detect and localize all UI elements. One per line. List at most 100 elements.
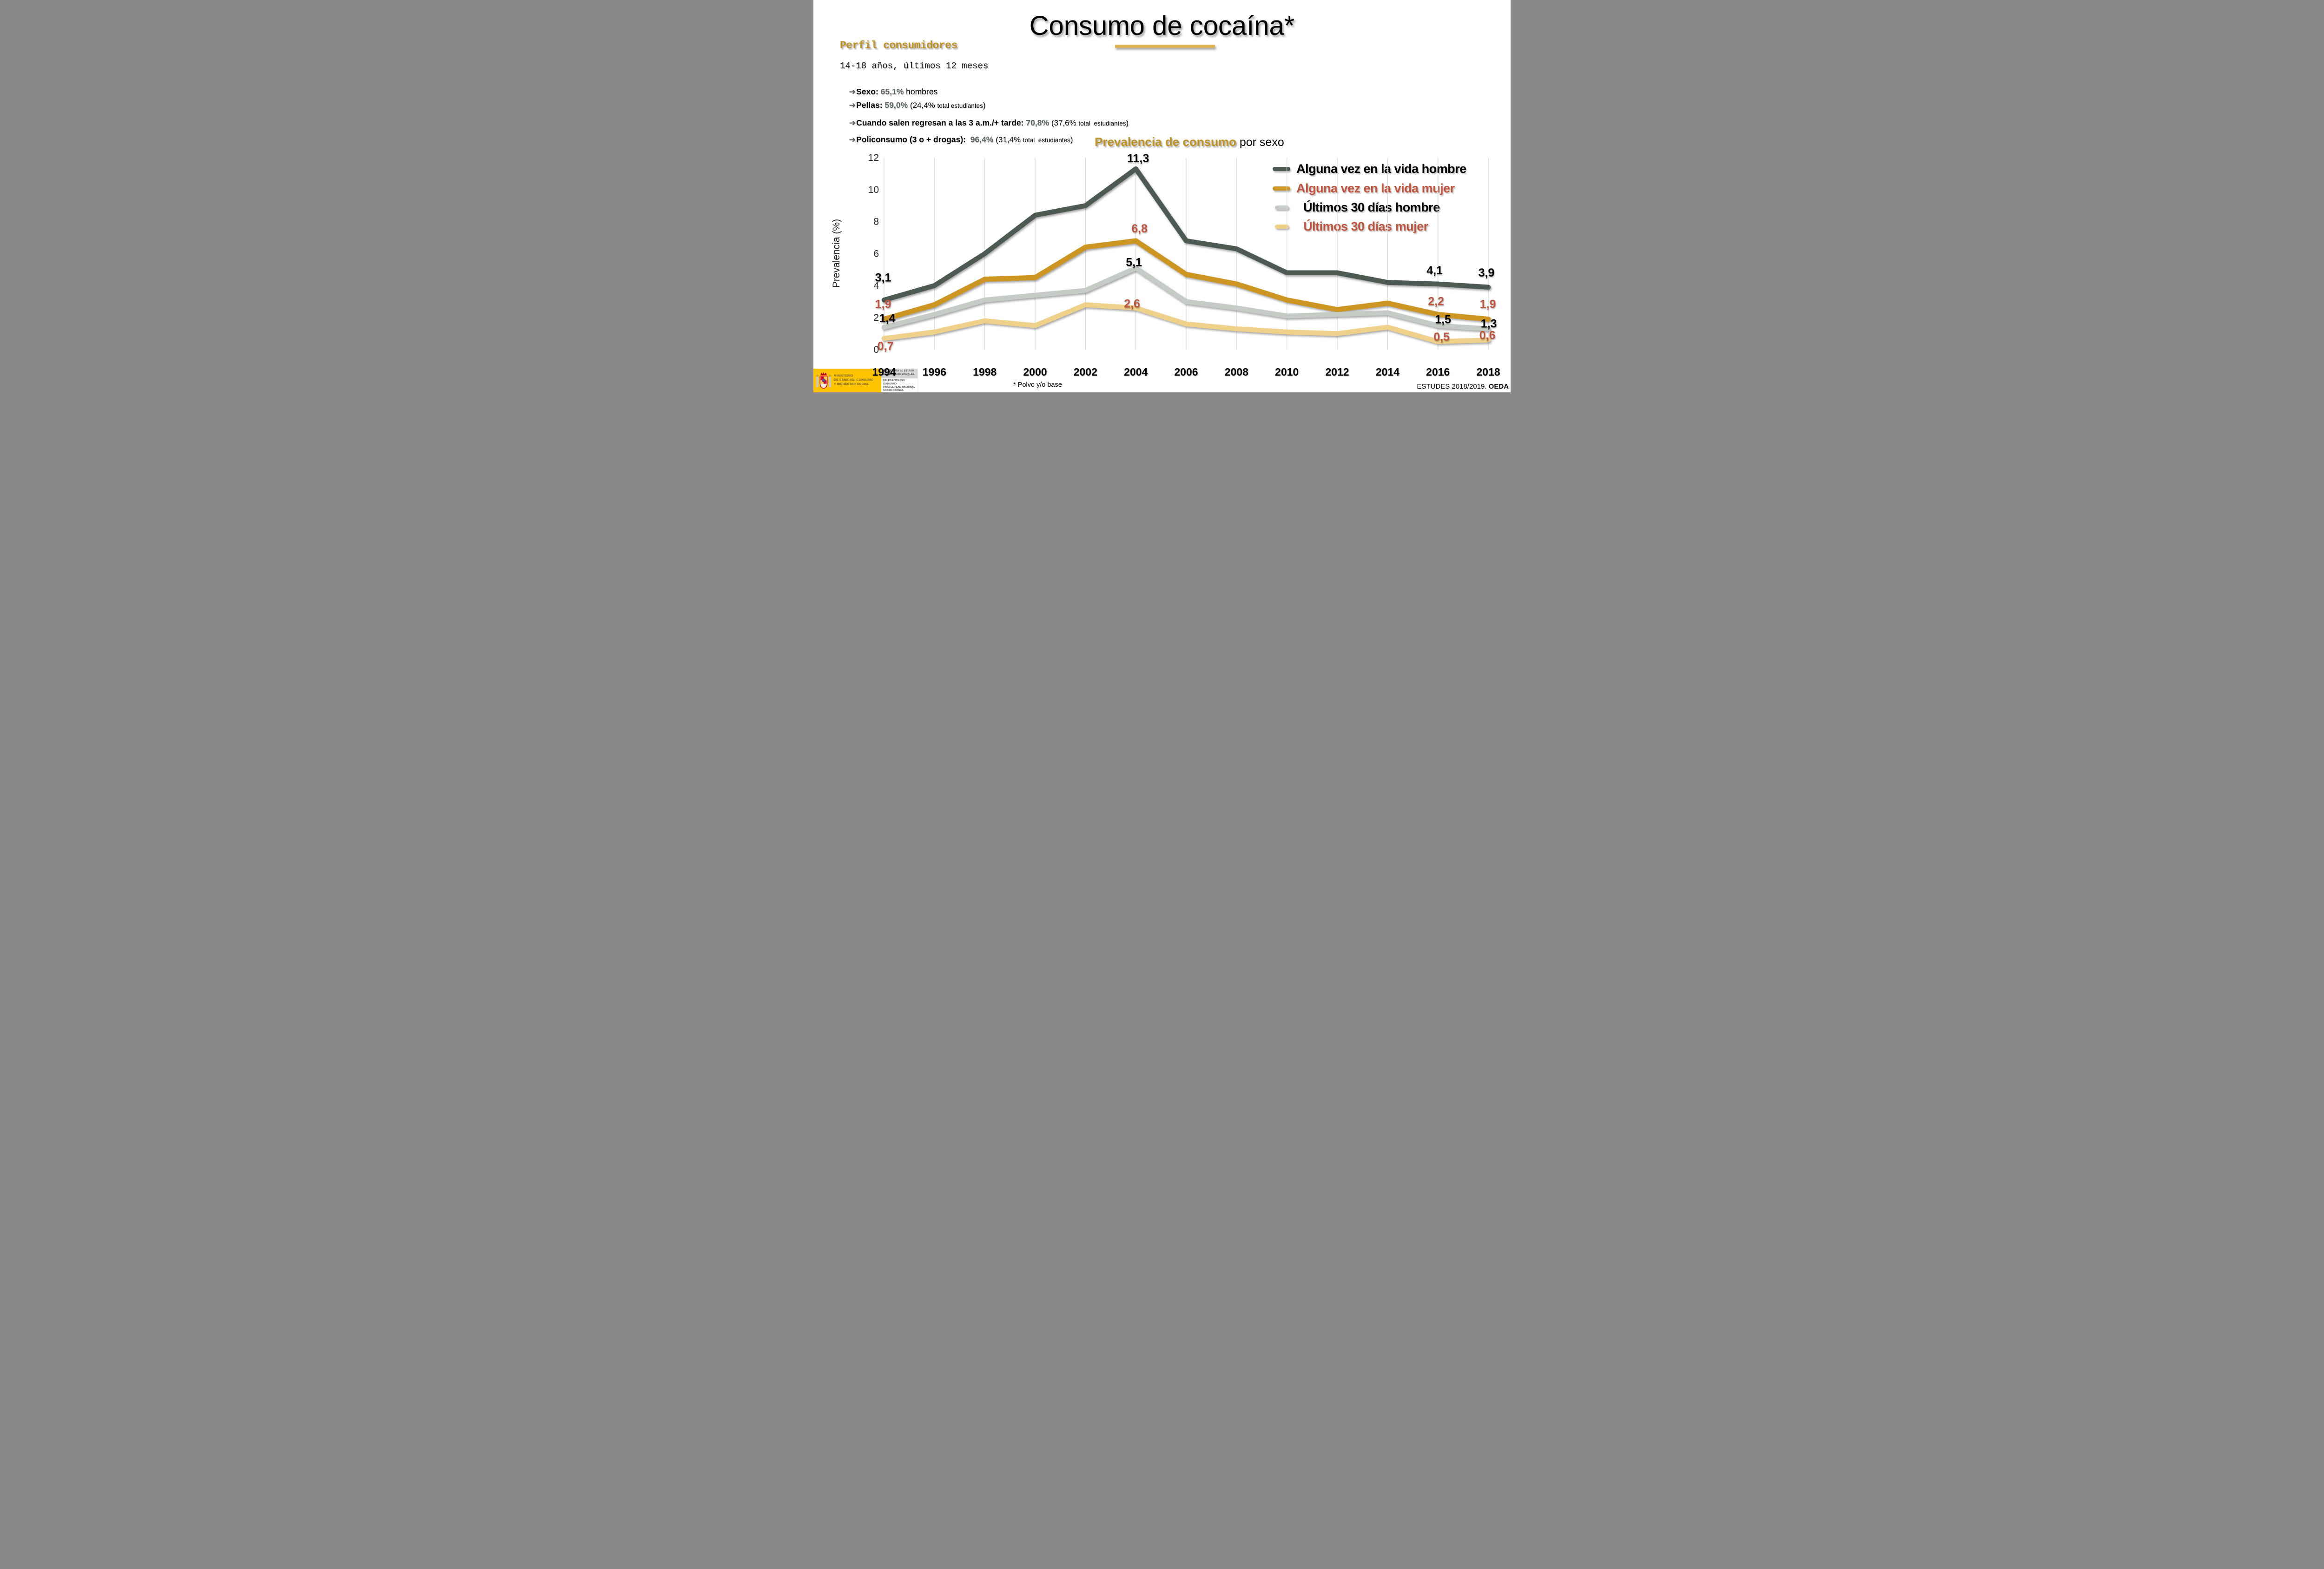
bullet-pellas: ➔Pellas: 59,0% (24,4% total estudiantes) [840,91,986,120]
footnote: * Polvo y/o base [1013,381,1062,389]
secretaria-line: DE SERVICIOS SOCIALES [883,373,914,376]
bullet-label: Pellas: [856,100,885,110]
spain-coat-of-arms-icon [816,371,832,389]
y-tick-label: 6 [873,249,879,259]
y-tick-label: 8 [873,217,879,227]
secretaria-line: SECRETARÍA DE ESTADO [883,370,914,372]
chart-title-emphasis: Prevalencia de consumo [1095,135,1236,149]
bullet-paren-close: ) [1070,135,1073,144]
title-underline [1115,45,1215,48]
legend-item-ultimos-30-dias-hombre: Últimos 30 días hombre [1273,200,1440,215]
bullet-percentage: 96,4% [970,135,996,144]
bullet-tail: hombres [906,87,938,96]
ministry-line: MINISTERIO [834,374,853,378]
x-tick-label: 1996 [923,366,946,378]
x-tick-label: 2008 [1225,366,1248,378]
delegacion-line: DELEGACIÓN DEL GOBIERNO [883,379,905,386]
delegacion-line: PARA EL PLAN NACIONAL [883,386,915,389]
y-tick-label: 12 [868,152,879,163]
point-label: 6,8 [1131,222,1148,235]
bullet-paren-close: ) [1126,119,1129,127]
ministry-name: MINISTERIO DE SANIDAD, CONSUMO Y BIENEST… [834,374,873,386]
legend-label: Alguna vez en la vida mujer [1296,181,1455,195]
point-label: 3,1 [875,271,891,284]
series-line-0 [881,166,1491,303]
bullet-paren: (31,4% [996,135,1023,144]
arrow-bullet-icon: ➔ [849,119,856,128]
series-line-1 [881,238,1491,322]
legend-item-alguna-vez-vida-mujer: Alguna vez en la vida mujer [1273,181,1455,196]
profile-subtitle: 14-18 años, últimos 12 meses [840,61,989,71]
legend-swatch-gold-line [1273,186,1290,191]
x-tick-label: 2006 [1174,366,1198,378]
source-citation: ESTUDES 2018/2019. OEDA [1417,383,1509,391]
series-line-2 [881,265,1491,331]
bullet-paren: (24,4% [910,101,938,110]
x-tick-label: 2018 [1476,366,1500,378]
page-title: Consumo de cocaína* [1029,11,1295,41]
delegacion-line: SOBRE DROGAS [883,389,904,392]
bullet-regresan: ➔Cuando salen regresan a las 3 a.m./+ ta… [840,108,1129,138]
point-label: 1,3 [1481,317,1497,330]
arrow-bullet-icon: ➔ [849,87,856,97]
bullet-percentage: 59,0% [885,100,910,110]
point-label: 0,7 [878,340,894,353]
bullet-paren-small: total estudiantes [1023,137,1070,144]
point-labels: 3,111,34,1 3,91,96,82,2 1,91,45,11,5 1,30,7… [875,152,1497,353]
legend-label: Últimos 30 días mujer [1303,219,1428,233]
x-tick-label: 2002 [1074,366,1097,378]
x-tick-label: 2004 [1124,366,1148,378]
arrow-bullet-icon: ➔ [849,135,856,145]
series-lines [881,166,1491,344]
profile-heading: Perfil consumidores [840,40,957,52]
x-axis-ticks: 1994 1996 1998 2000 2002 2004 2006 2008 2010 2012… [872,366,1500,378]
bullet-sexo: ➔Sexo: 65,1% hombres [840,77,938,106]
source-text: ESTUDES 2018/2019. [1417,383,1489,391]
ministry-line: DE SANIDAD, CONSUMO [834,378,874,382]
point-label: 0,5 [1433,331,1450,344]
x-tick-label: 2010 [1275,366,1299,378]
slide: Consumo de cocaína* Perfil consumidores … [813,0,1511,392]
delegacion-box: DELEGACIÓN DEL GOBIERNO PARA EL PLAN NAC… [881,378,918,392]
point-label: 1,4 [879,312,896,325]
x-tick-label: 2014 [1376,366,1400,378]
legend-swatch-gray-line [1275,205,1289,210]
point-label: 4,1 [1426,264,1443,277]
bullet-percentage: 65,1% [880,87,906,96]
bullet-label: Cuando salen regresan a las 3 a.m./+ tar… [856,118,1026,127]
arrow-bullet-icon: ➔ [849,101,856,110]
bullet-paren-small: total estudiantes [937,102,983,109]
bullet-label: Policonsumo (3 o + drogas): [856,135,971,144]
x-tick-label: 2016 [1426,366,1450,378]
legend-swatch-tan-line [1275,224,1289,229]
point-label: 11,3 [1127,152,1149,165]
y-axis-ticks: 0 2 4 6 8 10 12 [868,152,879,355]
chart-title: Prevalencia de consumo por sexo [1095,135,1284,149]
bullet-label: Sexo: [856,87,881,96]
ministry-logo: MINISTERIO DE SANIDAD, CONSUMO Y BIENEST… [813,369,881,392]
secretaria-box: SECRETARÍA DE ESTADO DE SERVICIOS SOCIAL… [881,369,918,378]
legend-item-ultimos-30-dias-mujer: Últimos 30 días mujer [1273,219,1428,234]
point-label: 3,9 [1479,266,1495,279]
government-sub-offices: SECRETARÍA DE ESTADO DE SERVICIOS SOCIAL… [881,369,918,392]
point-label: 1,5 [1435,313,1451,326]
point-label: 2,6 [1124,298,1140,311]
point-label: 1,9 [875,298,891,311]
bullet-paren: (37,6% [1051,119,1079,127]
x-tick-label: 1998 [973,366,997,378]
bullet-paren-close: ) [983,101,986,110]
legend-swatch-dark-line [1273,166,1290,171]
y-tick-label: 10 [868,185,879,195]
bullet-policonsumo: ➔Policonsumo (3 o + drogas): 96,4% (31,4… [840,125,1073,154]
point-label: 5,1 [1126,256,1142,269]
chart-title-rest: por sexo [1236,136,1284,149]
ministry-line: Y BIENESTAR SOCIAL [834,382,870,386]
x-tick-label: 1994 [872,366,896,378]
x-tick-label: 2012 [1325,366,1349,378]
y-tick-label: 4 [873,280,879,291]
bullet-paren-small: total estudiantes [1078,120,1126,127]
point-label: 0,6 [1479,329,1496,342]
line-chart: 3,111,34,1 3,91,96,82,2 1,91,45,11,5 1,30,7… [868,152,1500,378]
bullet-percentage: 70,8% [1026,118,1051,127]
source-org: OEDA [1488,383,1509,391]
